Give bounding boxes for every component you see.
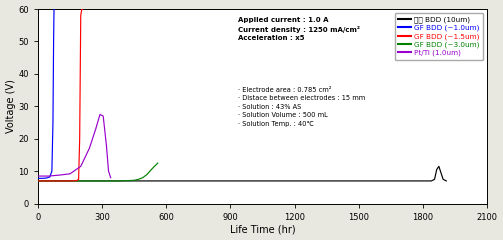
X-axis label: Life Time (hr): Life Time (hr)	[230, 224, 295, 234]
Text: Applied current : 1.0 A
Current density : 1250 mA/cm²
Acceleration : x5: Applied current : 1.0 A Current density …	[238, 17, 360, 41]
Legend: 외산 BDD (10um), GF BDD (~1.0um), GF BDD (~1.5um), GF BDD (~3.0um), Pt/Ti (1.0um): 외산 BDD (10um), GF BDD (~1.0um), GF BDD (…	[395, 13, 483, 60]
Text: · Electrode area : 0.785 cm²
· Distace between electrodes : 15 mm
· Solution : 4: · Electrode area : 0.785 cm² · Distace b…	[238, 87, 365, 127]
Y-axis label: Voltage (V): Voltage (V)	[6, 79, 16, 133]
